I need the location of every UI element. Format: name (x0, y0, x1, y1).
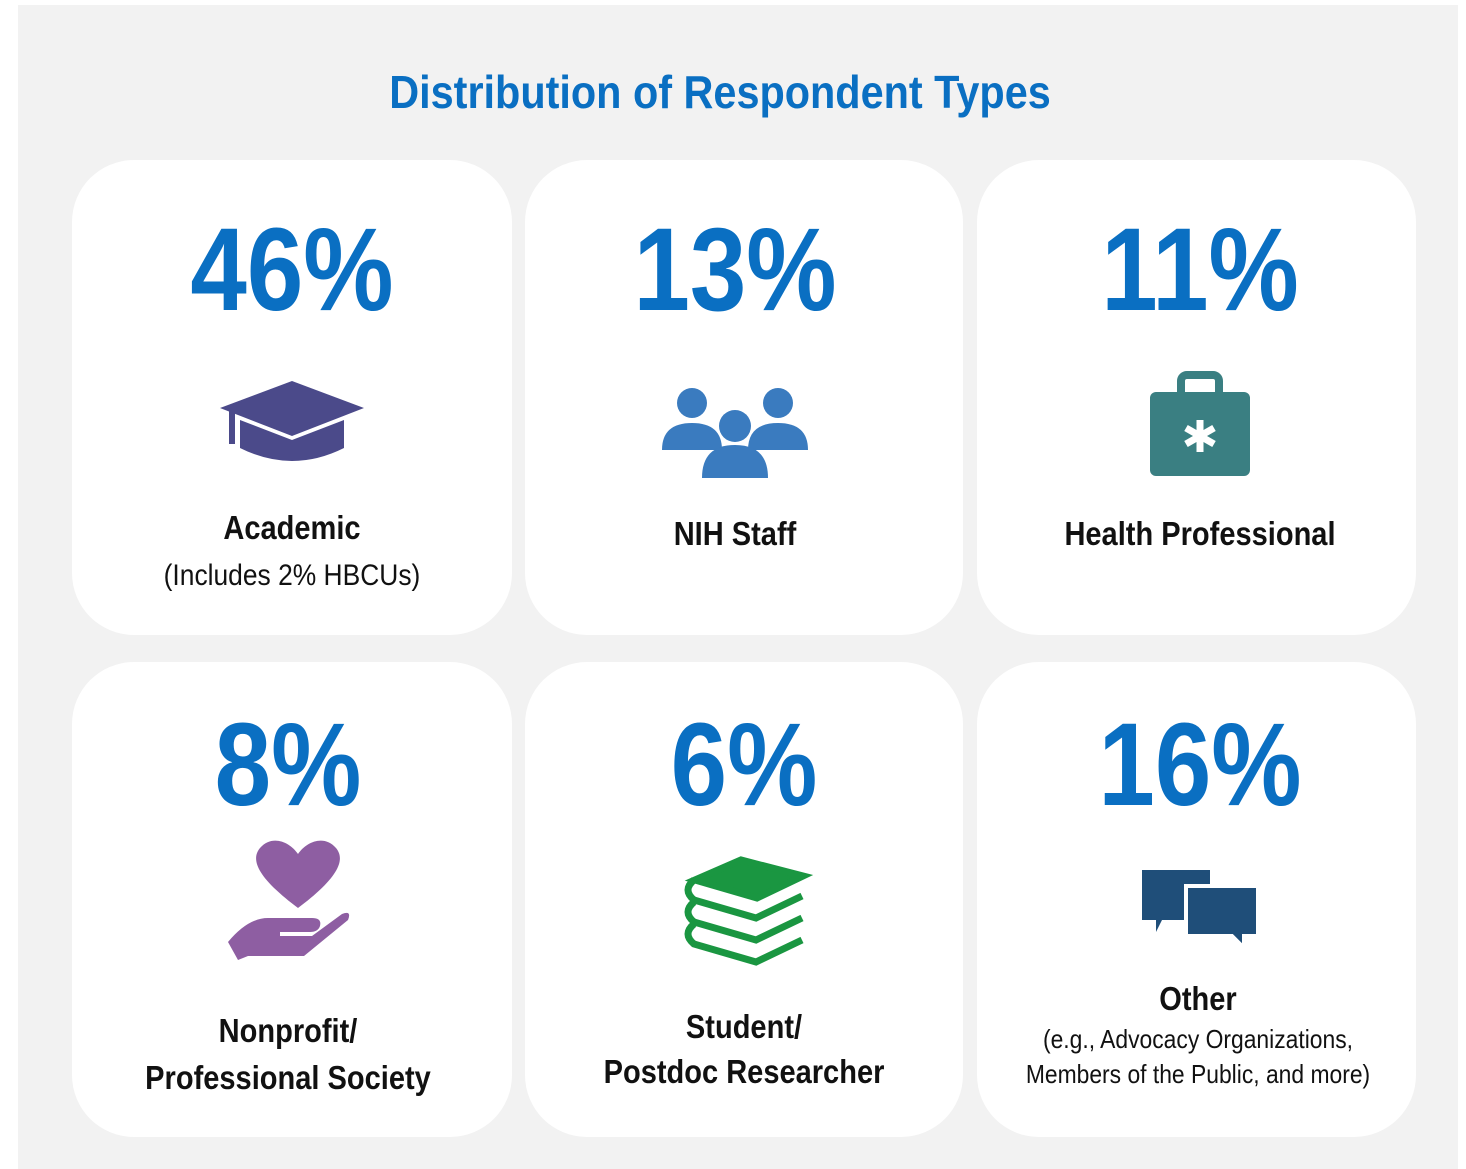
label: Other (1159, 980, 1236, 1017)
percentage: 13% (633, 204, 836, 336)
percentage: 6% (671, 699, 818, 831)
label: Health Professional (1064, 515, 1335, 552)
label: Nonprofit/ (219, 1012, 358, 1049)
medical-kit-icon (1150, 371, 1250, 476)
note: Members of the Public, and more) (1026, 1061, 1370, 1090)
cards (72, 160, 1416, 1137)
label: Postdoc Researcher (604, 1053, 885, 1090)
title: Distribution of Respondent Types (389, 67, 1050, 119)
percentage: 8% (215, 699, 362, 831)
card (525, 662, 963, 1137)
note: (Includes 2% HBCUs) (164, 557, 421, 591)
label: Academic (223, 509, 360, 546)
percentage: 46% (190, 204, 393, 336)
books-icon (684, 856, 814, 966)
percentage: 16% (1098, 699, 1301, 831)
speech-bubbles-icon (1142, 870, 1260, 953)
label: Student/ (686, 1008, 802, 1045)
label: NIH Staff (674, 515, 797, 552)
label: Professional Society (145, 1059, 431, 1096)
percentage: 11% (1101, 204, 1299, 336)
people-icon (662, 388, 808, 478)
note: (e.g., Advocacy Organizations, (1043, 1026, 1353, 1055)
card (525, 160, 963, 635)
heart-hand-icon (228, 840, 350, 960)
graduation-cap-icon (220, 381, 364, 461)
